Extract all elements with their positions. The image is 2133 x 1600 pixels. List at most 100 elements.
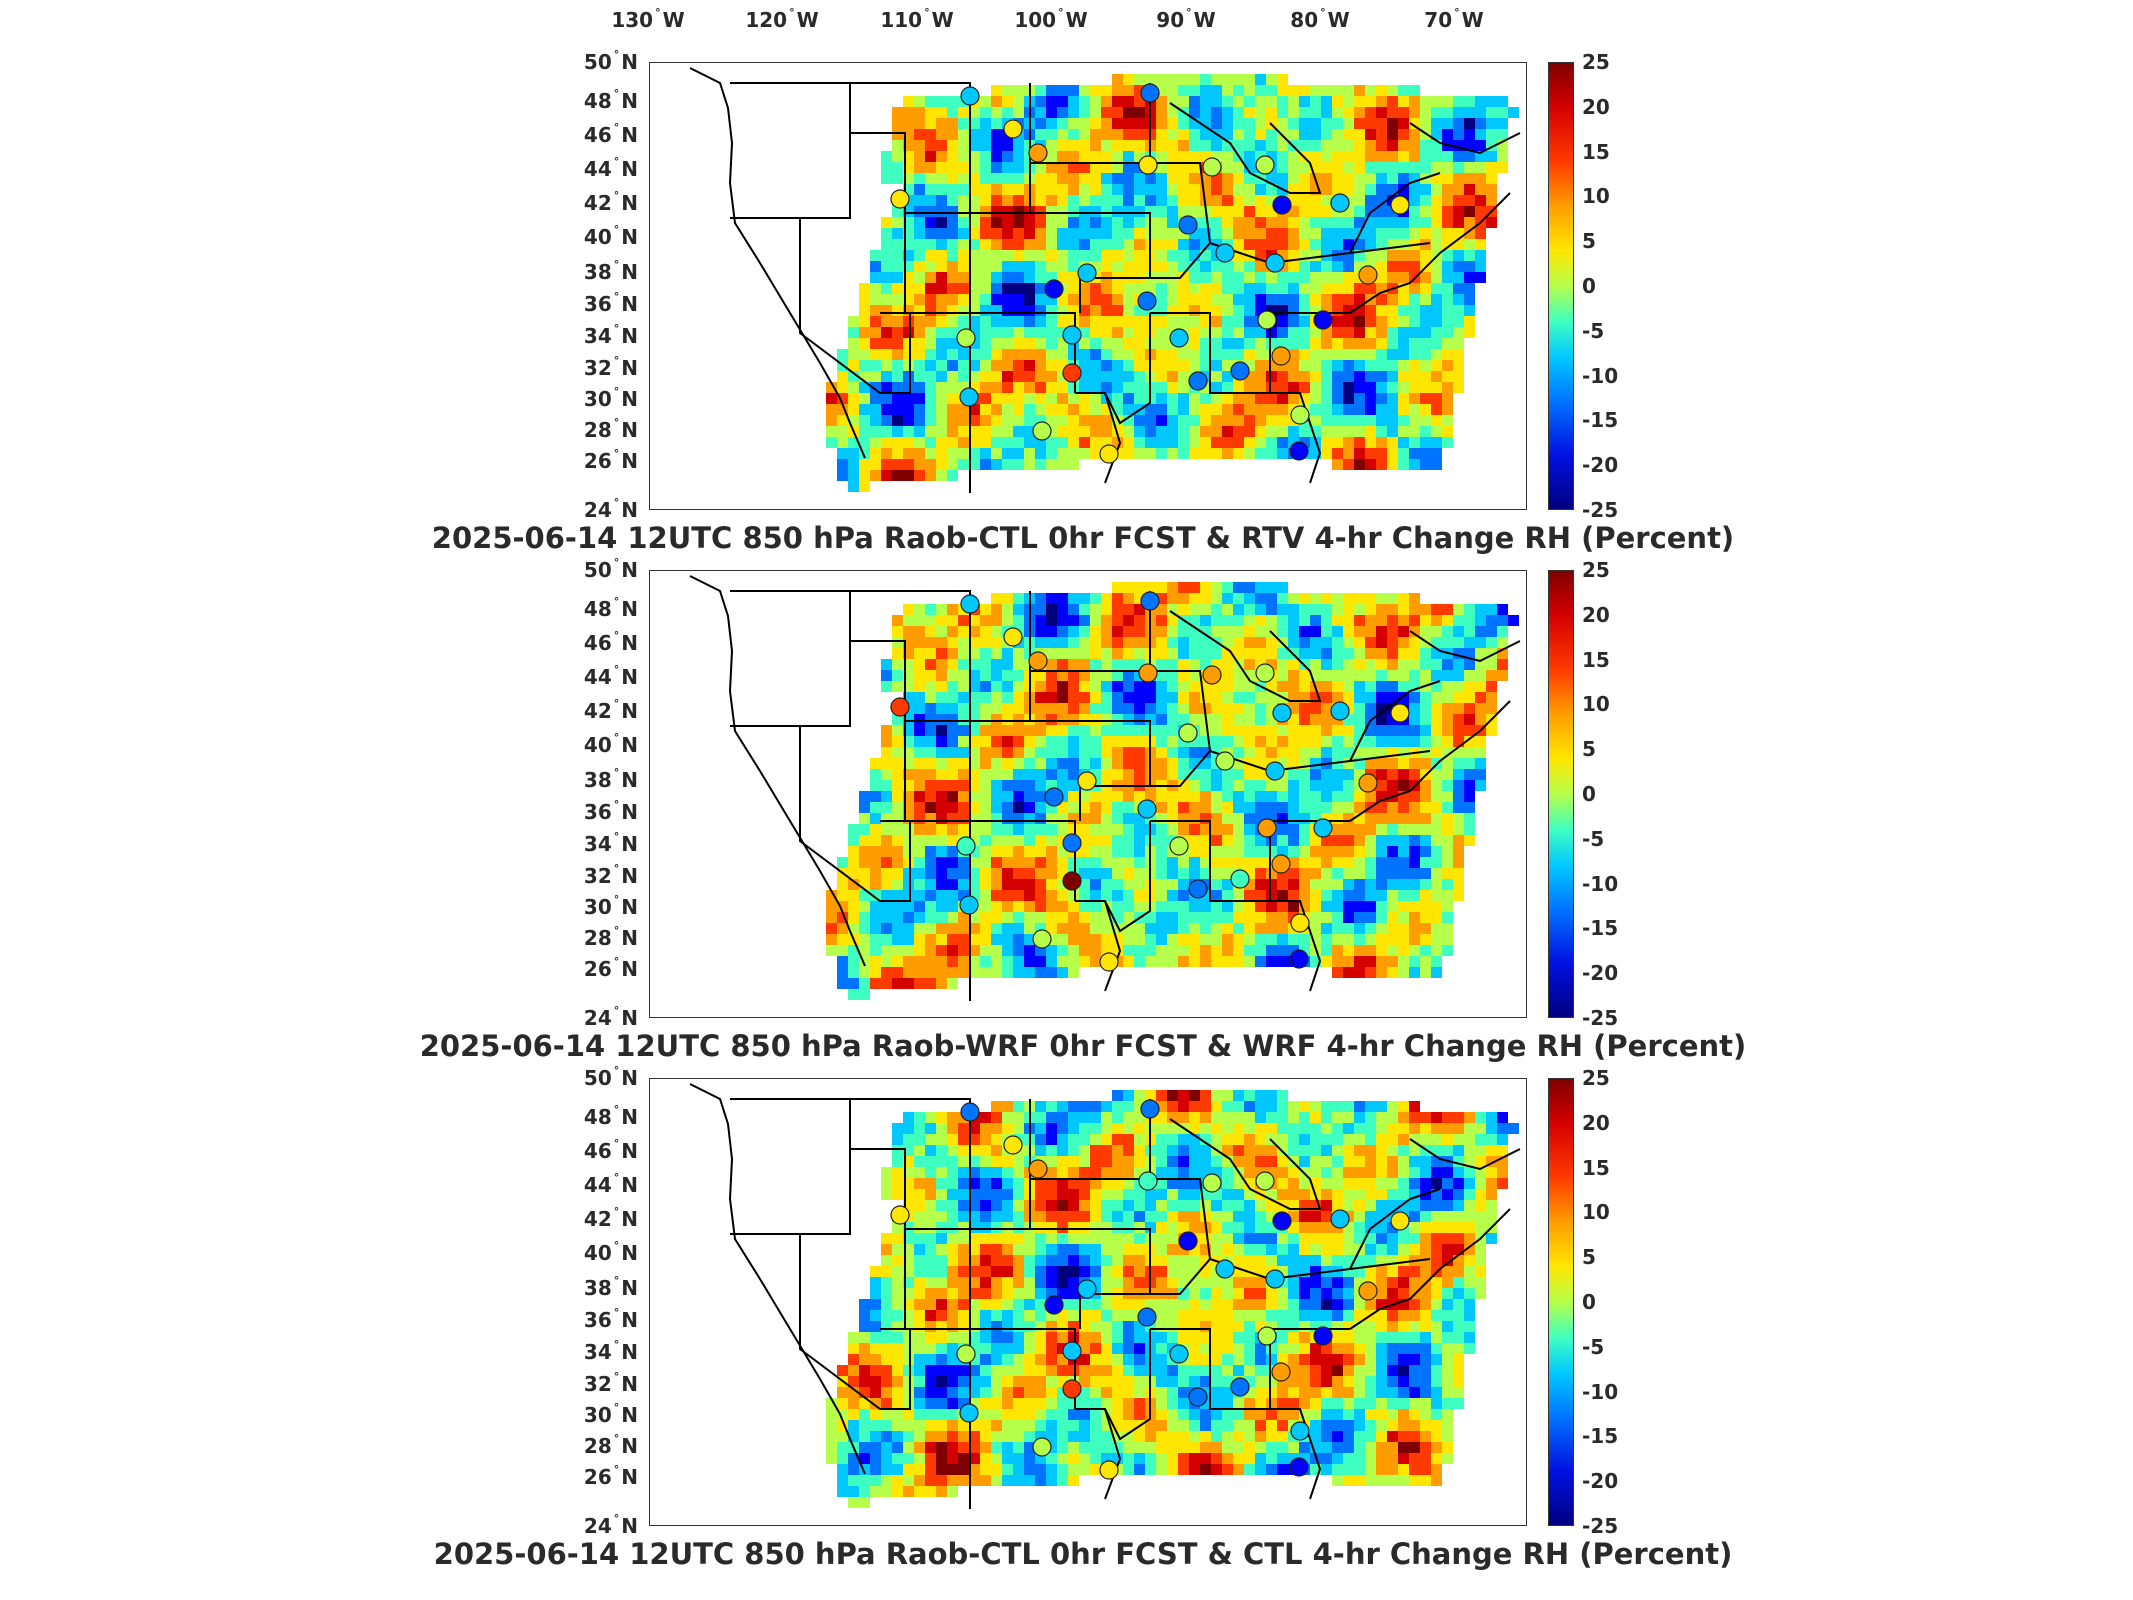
rh-field-cell <box>1101 1211 1112 1222</box>
rh-field-cell <box>1200 118 1211 129</box>
rh-field-cell <box>1035 316 1046 327</box>
rh-field-cell <box>1068 448 1079 459</box>
rh-field-cell <box>991 1244 1002 1255</box>
rh-field-cell <box>1013 780 1024 791</box>
raob-station-dot <box>1188 879 1208 899</box>
rh-field-cell <box>1332 415 1343 426</box>
raob-station-dot <box>1289 949 1309 969</box>
rh-field-cell <box>1024 725 1035 736</box>
rh-field-cell <box>1134 615 1145 626</box>
rh-field-cell <box>1024 250 1035 261</box>
rh-field-cell <box>914 626 925 637</box>
rh-field-cell <box>1035 283 1046 294</box>
rh-field-cell <box>1002 1167 1013 1178</box>
raob-station-dot <box>1099 952 1119 972</box>
rh-field-cell <box>1398 1178 1409 1189</box>
rh-field-cell <box>1310 857 1321 868</box>
rh-field-cell <box>1090 349 1101 360</box>
rh-field-cell <box>1464 659 1475 670</box>
rh-field-cell <box>980 1167 991 1178</box>
rh-field-cell <box>892 415 903 426</box>
rh-field-cell <box>914 118 925 129</box>
rh-field-cell <box>936 857 947 868</box>
rh-field-cell <box>1013 703 1024 714</box>
rh-field-cell <box>1024 758 1035 769</box>
rh-field-cell <box>1409 879 1420 890</box>
rh-field-cell <box>903 1189 914 1200</box>
rh-field-cell <box>1244 692 1255 703</box>
rh-field-cell <box>980 371 991 382</box>
rh-field-cell <box>1277 1244 1288 1255</box>
rh-field-cell <box>1365 404 1376 415</box>
rh-field-cell <box>925 1266 936 1277</box>
rh-field-cell <box>1299 371 1310 382</box>
rh-field-cell <box>1266 857 1277 868</box>
rh-field-cell <box>1090 151 1101 162</box>
rh-field-cell <box>1046 184 1057 195</box>
rh-field-cell <box>1013 736 1024 747</box>
rh-field-cell <box>1068 96 1079 107</box>
rh-field-cell <box>1156 1156 1167 1167</box>
rh-field-cell <box>1035 1200 1046 1211</box>
rh-field-cell <box>1343 1112 1354 1123</box>
rh-field-cell <box>1101 1266 1112 1277</box>
rh-field-cell <box>892 1244 903 1255</box>
rh-field-cell <box>1024 239 1035 250</box>
rh-field-cell <box>1266 956 1277 967</box>
rh-field-cell <box>1123 1266 1134 1277</box>
rh-field-cell <box>1024 448 1035 459</box>
rh-field-cell <box>1310 129 1321 140</box>
rh-field-cell <box>1354 923 1365 934</box>
rh-field-cell <box>1310 736 1321 747</box>
rh-field-cell <box>1222 769 1233 780</box>
rh-field-cell <box>1365 1145 1376 1156</box>
rh-field-cell <box>1244 129 1255 140</box>
rh-field-cell <box>1508 615 1519 626</box>
rh-field-cell <box>947 371 958 382</box>
rh-field-cell <box>881 967 892 978</box>
rh-field-cell <box>1409 338 1420 349</box>
raob-station-dot <box>1330 701 1350 721</box>
rh-field-cell <box>1211 912 1222 923</box>
rh-field-cell <box>1332 261 1343 272</box>
rh-field-cell <box>936 1167 947 1178</box>
rh-field-cell <box>1277 327 1288 338</box>
colorbar-tick-label: -10 <box>1582 363 1619 388</box>
rh-field-cell <box>1090 626 1101 637</box>
rh-field-cell <box>1057 703 1068 714</box>
rh-field-cell <box>870 758 881 769</box>
rh-field-cell <box>958 437 969 448</box>
rh-field-cell <box>892 327 903 338</box>
rh-field-cell <box>1354 261 1365 272</box>
rh-field-cell <box>1035 206 1046 217</box>
rh-field-cell <box>1002 670 1013 681</box>
rh-field-cell <box>1398 1200 1409 1211</box>
rh-field-cell <box>1409 393 1420 404</box>
rh-field-cell <box>1420 758 1431 769</box>
rh-field-cell <box>837 448 848 459</box>
rh-field-cell <box>1013 1167 1024 1178</box>
raob-station-dot <box>1289 441 1309 461</box>
rh-field-cell <box>1134 74 1145 85</box>
rh-field-cell <box>1277 1156 1288 1167</box>
rh-field-cell <box>1211 228 1222 239</box>
rh-field-cell <box>1398 945 1409 956</box>
rh-field-cell <box>1398 967 1409 978</box>
rh-field-cell <box>1343 360 1354 371</box>
rh-field-cell <box>958 448 969 459</box>
rh-field-cell <box>936 1178 947 1189</box>
rh-field-cell <box>1189 846 1200 857</box>
rh-field-cell <box>1442 426 1453 437</box>
rh-field-cell <box>1442 283 1453 294</box>
rh-field-cell <box>1266 426 1277 437</box>
rh-field-cell <box>1002 426 1013 437</box>
rh-field-cell <box>1409 1200 1420 1211</box>
rh-field-cell <box>1299 294 1310 305</box>
rh-field-cell <box>1244 1134 1255 1145</box>
panel-title: 2025-06-14 12UTC 850 hPa Raob-WRF 0hr FC… <box>419 1029 1747 1063</box>
rh-field-cell <box>1398 846 1409 857</box>
rh-field-cell <box>947 824 958 835</box>
rh-field-cell <box>1354 967 1365 978</box>
rh-field-cell <box>925 360 936 371</box>
rh-field-cell <box>936 978 947 989</box>
